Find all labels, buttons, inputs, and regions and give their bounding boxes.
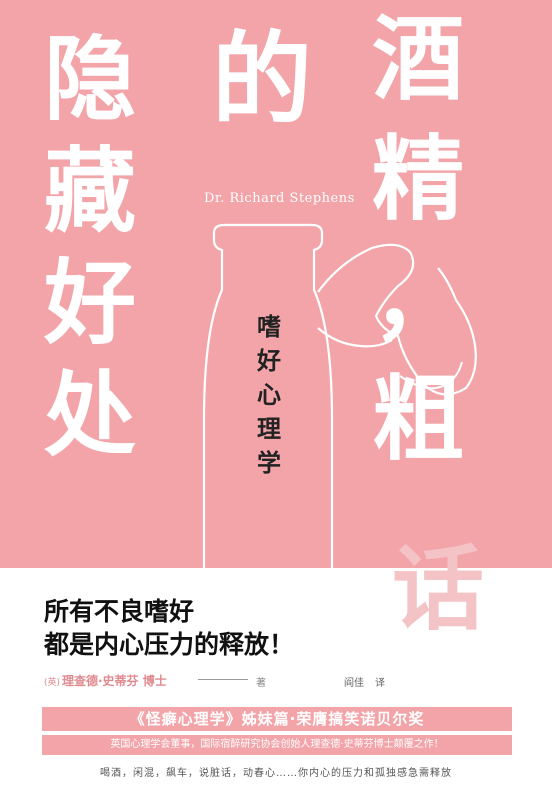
- author-banner: 英国心理学会董事，国际宿醉研究协会创始人理查德·史蒂芬博士颠覆之作！: [42, 735, 512, 755]
- title-char: 好: [44, 250, 137, 357]
- subtitle-char: 学: [257, 449, 281, 477]
- subtitle-char: 理: [257, 415, 281, 443]
- pink-background: [0, 0, 552, 568]
- title-column-right: 酒 精 ， 粗: [372, 10, 482, 490]
- title-char: 酒: [372, 6, 465, 113]
- title-char: 精: [372, 126, 465, 233]
- title-char: 藏: [44, 138, 137, 245]
- slogan-line-2: 都是内心压力的释放！: [44, 630, 295, 659]
- author-english: Dr. Richard Stephens: [204, 191, 355, 206]
- subtitle: 嗜 好 心 理 学: [254, 310, 284, 480]
- credit-divider: [198, 679, 248, 680]
- author-name: 理查德·史蒂芬 博士: [62, 674, 167, 688]
- slogan-line-1: 所有不良嗜好: [44, 597, 195, 626]
- hand-palm: [399, 361, 463, 390]
- title-char: 隐: [44, 26, 137, 133]
- title-char-faded: 话: [392, 536, 485, 643]
- translator-name: 阎佳: [344, 678, 364, 689]
- title-column-left: 隐 藏 好 处: [44, 30, 140, 478]
- tagline: 喝酒，闲混，飙车，说脏话，动春心……你内心的压力和孤独感急需释放: [100, 768, 452, 779]
- author-role: 著: [256, 678, 266, 689]
- subtitle-char: 嗜: [257, 313, 281, 341]
- title-char: 粗: [372, 366, 465, 473]
- hand-outline: [317, 243, 477, 396]
- subtitle-char: 好: [257, 347, 281, 375]
- title-char: 处: [44, 362, 137, 469]
- translator-role: 译: [375, 678, 385, 689]
- bottle-outline: [202, 223, 334, 568]
- title-char: ，: [372, 246, 465, 353]
- title-char-de: 的: [212, 21, 312, 138]
- author-country: (英): [44, 678, 61, 688]
- subtitle-char: 心: [257, 381, 281, 409]
- award-banner: 《怪癖心理学》姊妹篇·荣膺搞笑诺贝尔奖: [42, 707, 512, 731]
- hand-knuckle: [317, 327, 393, 348]
